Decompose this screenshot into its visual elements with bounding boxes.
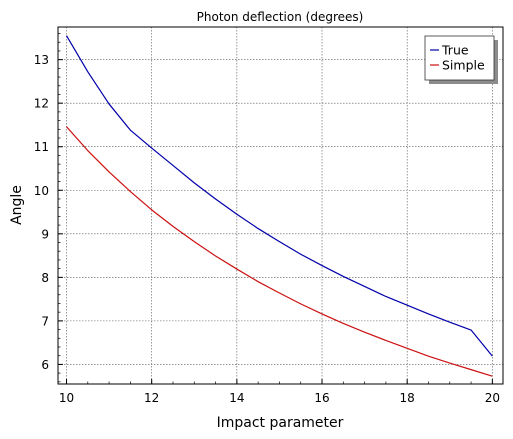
y-tick-label: 7 bbox=[41, 314, 49, 328]
x-tick-label: 10 bbox=[59, 391, 74, 405]
x-axis-label: Impact parameter bbox=[217, 415, 344, 431]
x-tick-label: 20 bbox=[485, 391, 500, 405]
x-tick-label: 14 bbox=[229, 391, 244, 405]
x-tick-label: 18 bbox=[400, 391, 415, 405]
y-tick-label: 6 bbox=[41, 358, 49, 372]
x-tick-label: 16 bbox=[314, 391, 329, 405]
y-tick-label: 9 bbox=[41, 227, 49, 241]
legend-label-true: True bbox=[441, 43, 469, 58]
y-tick-label: 11 bbox=[34, 140, 49, 154]
plot-frame bbox=[57, 26, 504, 385]
legend-label-simple: Simple bbox=[442, 58, 485, 73]
y-tick-label: 12 bbox=[34, 97, 49, 111]
series-line-simple bbox=[66, 126, 493, 377]
legend-box bbox=[424, 35, 495, 81]
x-tick-label: 12 bbox=[144, 391, 159, 405]
y-tick-label: 8 bbox=[41, 271, 49, 285]
series-line-true bbox=[66, 35, 493, 357]
tick-labels: 10 12 14 16 18 20 6 7 8 9 10 11 12 13 bbox=[34, 53, 500, 405]
y-axis-label: Angle bbox=[9, 185, 25, 225]
series-lines bbox=[66, 35, 493, 377]
y-tick-label: 10 bbox=[34, 184, 49, 198]
grid bbox=[58, 27, 503, 384]
chart-title: Photon deflection (degrees) bbox=[197, 10, 364, 24]
y-tick-label: 13 bbox=[34, 53, 49, 67]
